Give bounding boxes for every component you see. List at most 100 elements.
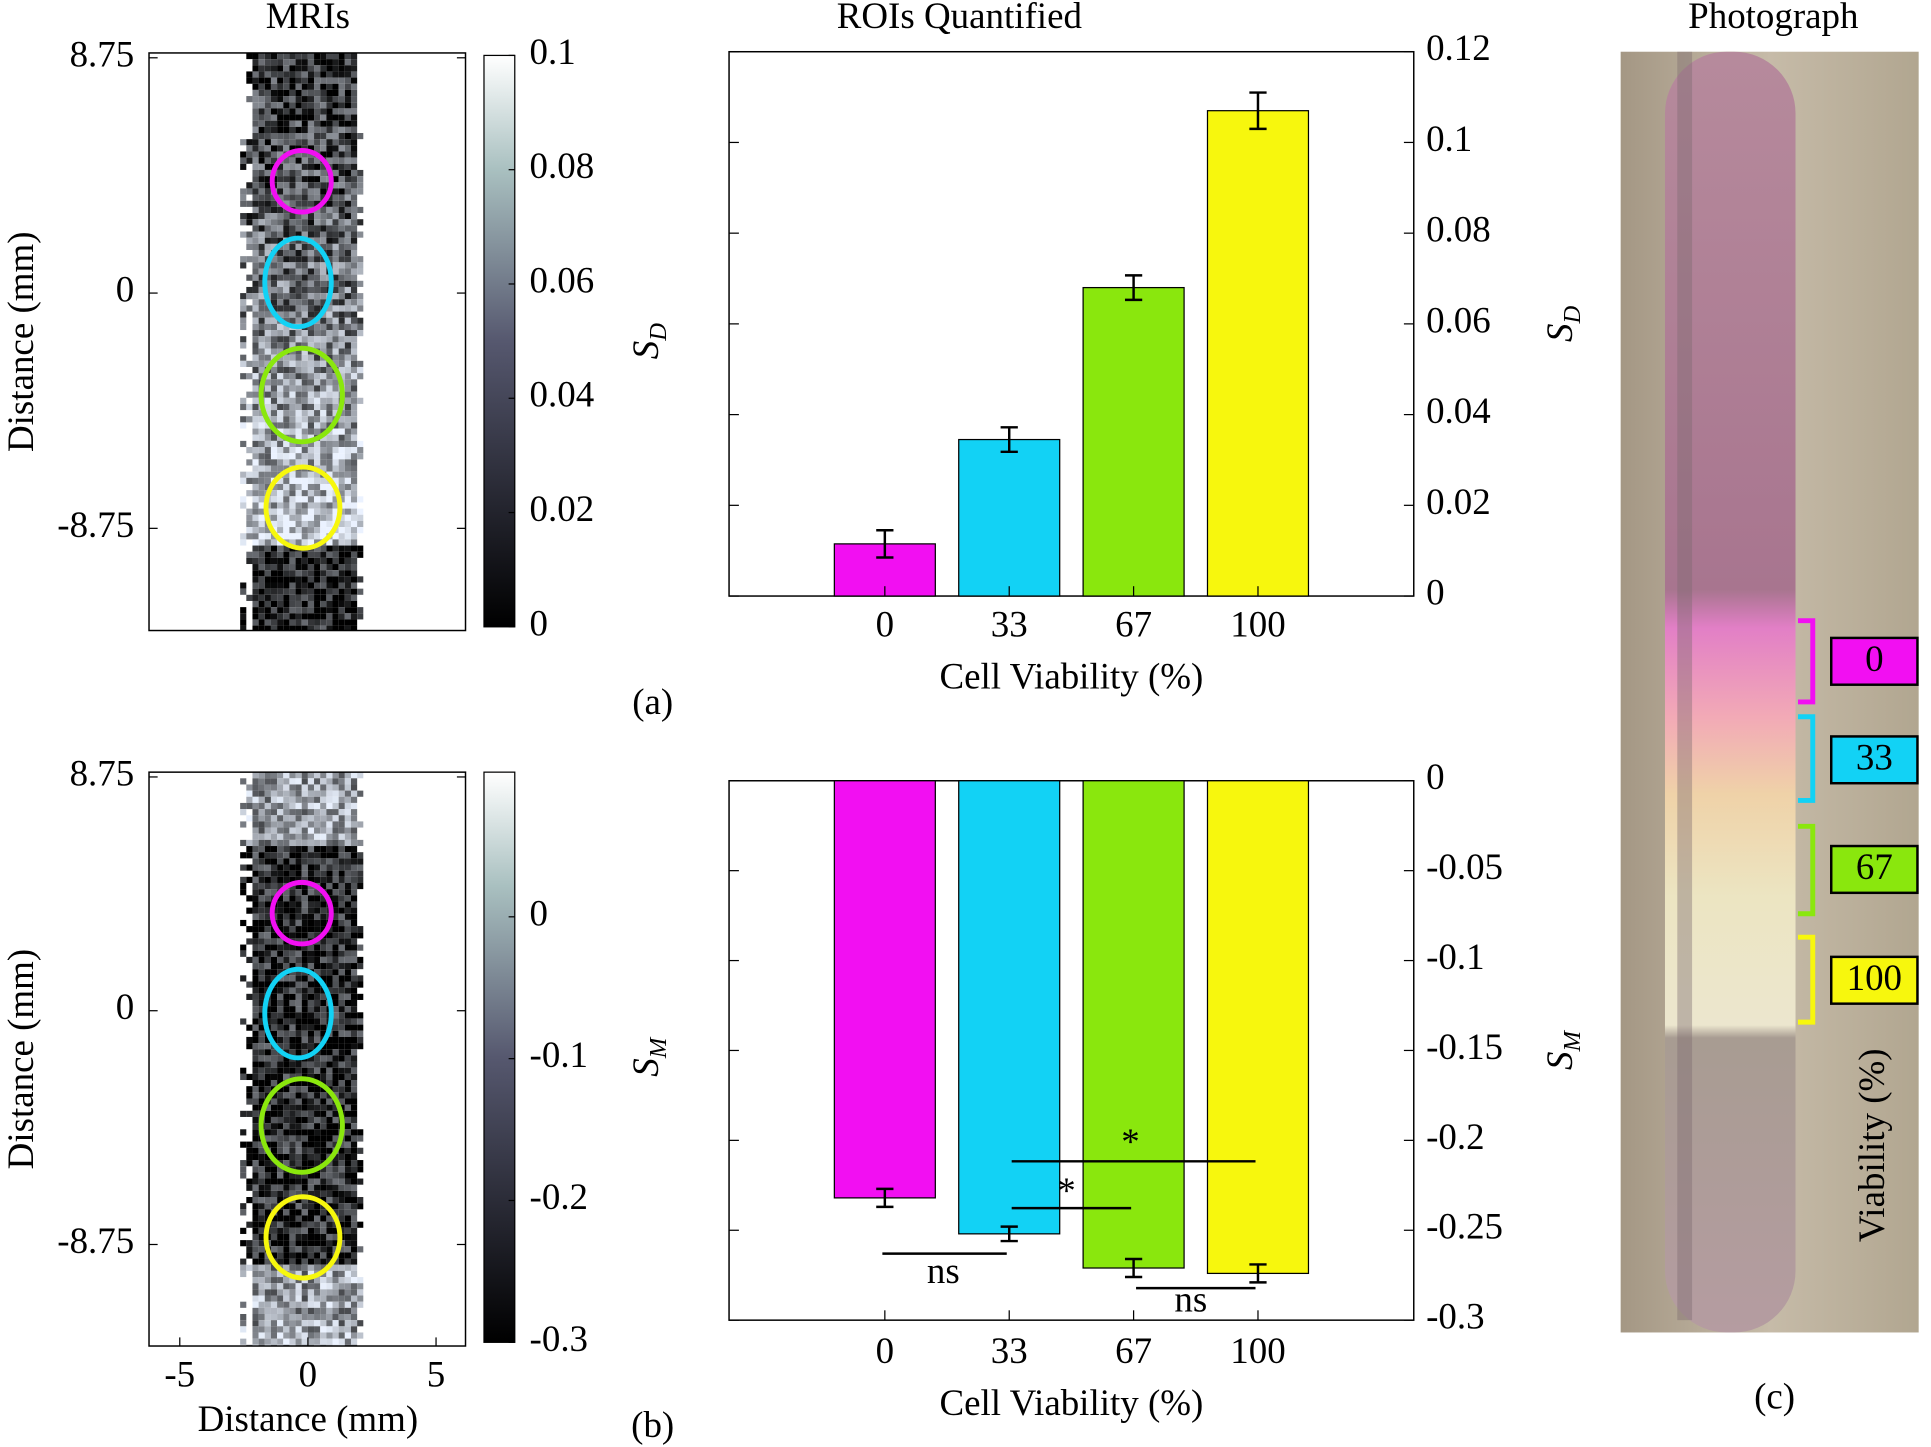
mri-pixel <box>258 434 265 441</box>
mri-pixel <box>338 1190 345 1198</box>
mri-pixel <box>344 1190 351 1198</box>
mri-pixel <box>258 1320 265 1327</box>
mri-pixel <box>350 286 358 294</box>
mri-pixel <box>332 864 339 871</box>
mri-pixel <box>252 89 259 97</box>
mri-pixel <box>301 772 308 779</box>
mri-pixel <box>332 594 339 601</box>
mri-pixel <box>338 428 345 435</box>
mri-pixel <box>252 876 259 883</box>
mri-pixel <box>277 1098 284 1105</box>
mri-pixel <box>344 1116 351 1124</box>
mri-pixel <box>314 1209 321 1216</box>
mri-pixel <box>252 366 259 374</box>
mri-pixel <box>332 471 339 478</box>
mri-pixel <box>314 1123 321 1130</box>
mri-pixel <box>332 194 339 201</box>
mri-pixel <box>283 249 290 257</box>
mri-pixel <box>332 1233 339 1241</box>
mri-pixel <box>246 956 253 964</box>
mri-pixel <box>314 1338 321 1345</box>
mri-pixel <box>314 1160 321 1167</box>
mri-pixel <box>289 1129 296 1136</box>
mri-pixel <box>301 169 308 177</box>
mri-pixel <box>270 1049 278 1056</box>
mri-pixel <box>307 428 315 435</box>
mri-pixel <box>344 1184 351 1191</box>
mri-pixel <box>314 410 321 417</box>
mri-pixel <box>350 83 358 90</box>
mri-pixel <box>350 944 358 951</box>
mri-pixel <box>270 1172 278 1179</box>
mri-pixel <box>252 1012 259 1019</box>
mri-pixel <box>344 1203 351 1210</box>
mri-pixel <box>289 342 296 349</box>
mri-pixel <box>264 305 271 312</box>
mri-pixel <box>301 114 308 121</box>
mri-pixel <box>277 1307 284 1314</box>
mri-pixel <box>264 391 271 398</box>
mri-pixel <box>283 108 290 115</box>
mri-pixel <box>350 1197 358 1204</box>
y-tick-label: 0.1 <box>1426 118 1472 159</box>
mri-pixel <box>326 987 333 994</box>
mri-pixel <box>307 1153 315 1161</box>
mri-pixel <box>277 802 284 810</box>
mri-pixel <box>314 102 321 109</box>
mri-pixel <box>289 459 296 466</box>
mri-pixel <box>246 293 253 300</box>
mri-pixel <box>295 416 302 423</box>
mri-pixel <box>320 545 327 552</box>
mri-pixel <box>270 950 278 957</box>
mri-pixel <box>289 1227 296 1234</box>
mri-pixel <box>357 268 364 275</box>
mri-pixel <box>258 268 265 275</box>
mri-pixel <box>295 89 302 97</box>
mri-pixel <box>258 1326 265 1333</box>
mri-pixel <box>252 533 259 540</box>
mri-pixel <box>246 477 253 484</box>
mri-pixel <box>264 564 271 571</box>
mri-pixel <box>344 1197 351 1204</box>
mri-pixel <box>283 502 290 509</box>
mri-pixel <box>258 1190 265 1198</box>
mri-pixel <box>314 477 321 484</box>
mri-pixel <box>301 225 308 232</box>
mri-pixel <box>301 126 308 134</box>
mri-pixel <box>344 256 351 263</box>
mri-pixel <box>338 527 345 534</box>
mri-pixel <box>295 397 302 404</box>
mri-pixel <box>326 231 333 238</box>
mri-pixel <box>338 938 345 945</box>
mri-pixel <box>338 600 345 608</box>
mri-pixel <box>270 274 278 281</box>
mri-pixel <box>320 139 327 146</box>
mri-pixel <box>277 440 284 448</box>
mri-pixel <box>264 551 271 558</box>
mri-pixel <box>314 440 321 448</box>
mri-pixel <box>301 551 308 558</box>
mri-pixel <box>252 1221 259 1228</box>
mri-pixel <box>350 293 358 300</box>
mri-pixel <box>270 858 278 865</box>
mri-pixel <box>314 833 321 840</box>
mri-pixel <box>344 1246 351 1253</box>
mri-pixel <box>301 944 308 951</box>
mri-pixel <box>283 1320 290 1327</box>
roi-circle <box>269 148 334 215</box>
mri-pixel <box>344 77 351 84</box>
roi-circle <box>262 235 334 330</box>
colorbar-tick-label: 0.1 <box>530 31 576 72</box>
mri-pixel <box>252 520 259 528</box>
mri-pixel <box>314 1061 321 1068</box>
mri-pixel <box>277 1209 284 1216</box>
mri-pixel <box>344 1270 351 1278</box>
mri-pixel <box>252 772 259 779</box>
mri-pixel <box>338 570 345 577</box>
mri-pixel <box>326 1338 333 1345</box>
mri-pixel <box>307 839 315 847</box>
mri-pixel <box>314 790 321 797</box>
mri-pixel <box>289 1153 296 1161</box>
mri-pixel <box>320 52 327 60</box>
mri-pixel <box>289 1258 296 1265</box>
